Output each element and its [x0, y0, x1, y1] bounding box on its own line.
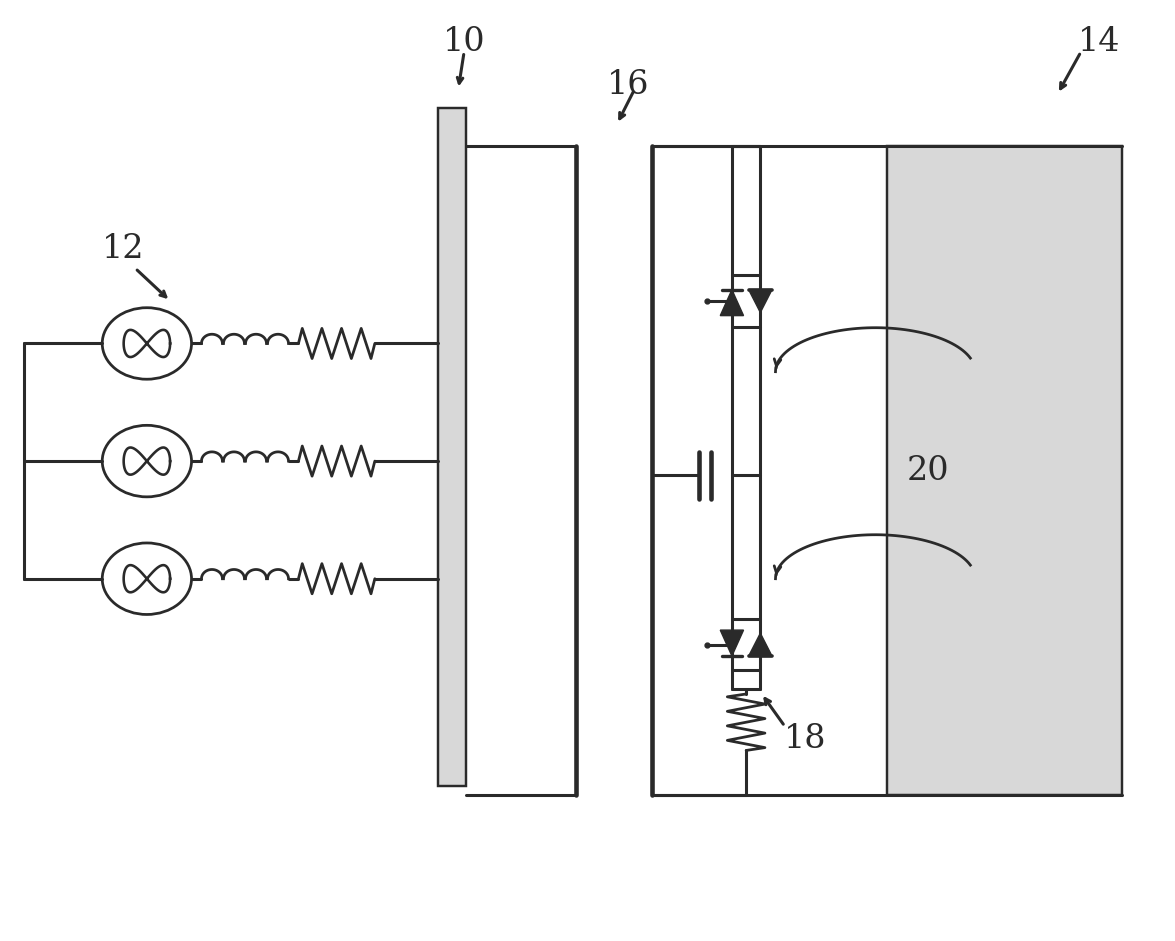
Text: 16: 16	[607, 69, 650, 101]
Text: 12: 12	[102, 233, 145, 265]
Text: 14: 14	[1077, 26, 1120, 58]
Polygon shape	[748, 633, 772, 656]
Polygon shape	[720, 290, 744, 315]
Text: 20: 20	[907, 455, 949, 486]
FancyBboxPatch shape	[887, 146, 1122, 795]
Polygon shape	[720, 630, 744, 656]
Text: 18: 18	[784, 723, 826, 755]
FancyBboxPatch shape	[438, 108, 466, 786]
Polygon shape	[748, 290, 772, 312]
Text: 10: 10	[443, 26, 485, 58]
